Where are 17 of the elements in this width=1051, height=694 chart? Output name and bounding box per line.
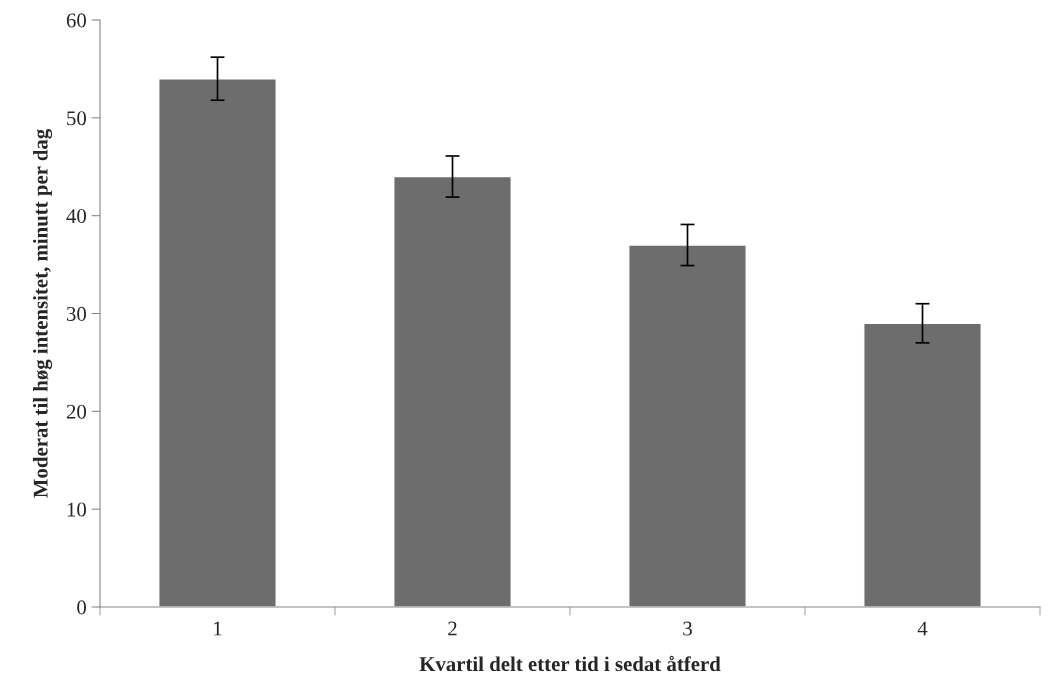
x-tick-label: 4 bbox=[917, 621, 928, 636]
bar bbox=[628, 244, 747, 607]
y-tick-label: 0 bbox=[77, 600, 87, 615]
y-axis-title: Moderat til høg intensitet, minutt per dag bbox=[33, 129, 53, 498]
x-tick-label: 3 bbox=[683, 621, 692, 636]
y-tick-label: 40 bbox=[66, 209, 87, 224]
y-tick-label: 20 bbox=[66, 404, 87, 419]
y-tick-label: 50 bbox=[67, 111, 87, 126]
y-tick-label: 60 bbox=[66, 13, 87, 28]
x-tick-label: 1 bbox=[214, 621, 222, 636]
bar bbox=[863, 322, 982, 607]
x-axis-title: Kvartil delt etter tid i sedat åtferd bbox=[419, 655, 721, 672]
x-tick-label: 2 bbox=[448, 621, 457, 636]
bar bbox=[393, 175, 512, 607]
bar bbox=[158, 78, 277, 607]
y-tick-label: 30 bbox=[66, 306, 87, 321]
y-tick-label: 10 bbox=[67, 502, 87, 517]
